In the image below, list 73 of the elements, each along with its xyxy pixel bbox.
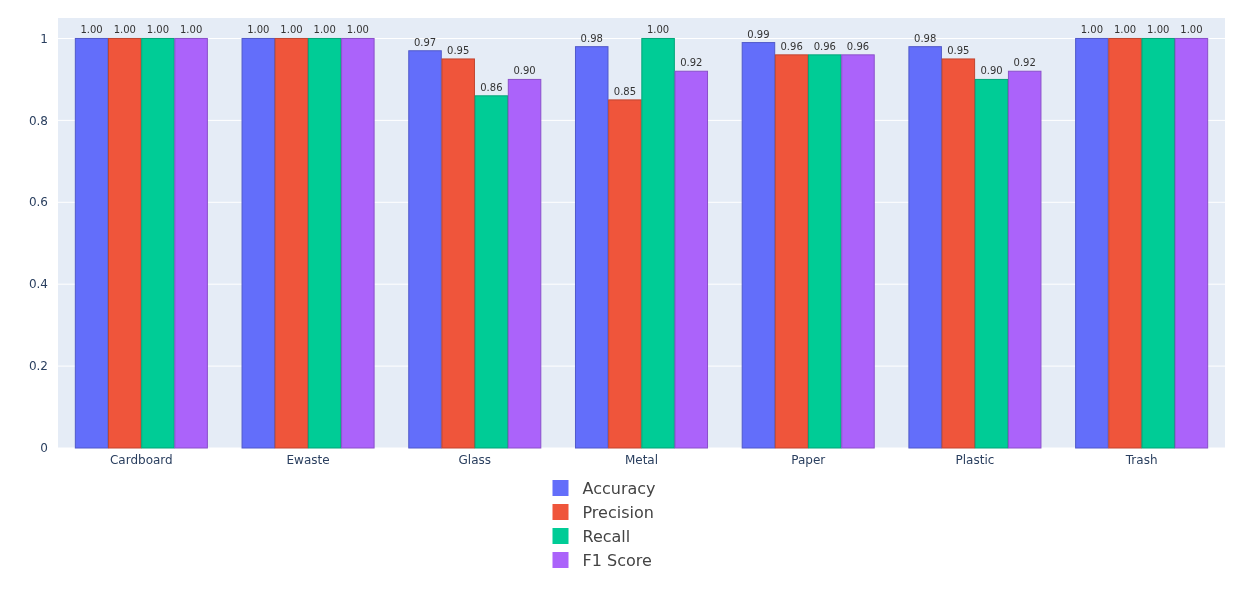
data-label: 1.00	[1147, 24, 1170, 36]
x-tick-label: Glass	[458, 453, 492, 467]
bar	[1108, 37, 1142, 449]
x-tick-label: Metal	[624, 453, 659, 467]
data-label: 1.00	[1080, 24, 1104, 36]
data-label: 0.92	[680, 57, 703, 69]
bar	[108, 37, 142, 449]
x-tick-label: Ewaste	[286, 453, 330, 467]
data-label: 0.98	[580, 32, 603, 44]
bar	[1174, 37, 1209, 449]
data-label: 0.90	[513, 65, 536, 77]
data-label: 1.00	[646, 24, 670, 36]
bar	[74, 37, 109, 449]
bar	[507, 78, 542, 449]
data-label: 1.00	[313, 24, 336, 36]
data-label: 0.95	[447, 44, 470, 56]
data-label: 0.85	[613, 85, 637, 97]
data-label: 0.90	[980, 65, 1003, 77]
bar	[174, 37, 208, 449]
bar	[741, 42, 776, 449]
data-label: 1.00	[113, 24, 136, 36]
legend-label: F1 Score	[582, 550, 652, 570]
bar	[408, 50, 442, 449]
bar	[808, 54, 842, 449]
bar	[274, 37, 309, 449]
bar	[1075, 37, 1109, 449]
data-label: 0.95	[947, 44, 970, 56]
bar	[574, 46, 609, 449]
data-label: 1.00	[1180, 24, 1203, 36]
bar	[974, 78, 1009, 449]
data-label: 0.99	[747, 28, 770, 40]
legend-label: Precision	[582, 502, 654, 522]
bar	[641, 37, 675, 449]
data-label: 0.96	[813, 40, 836, 52]
bar	[141, 37, 175, 449]
data-label: 0.96	[846, 40, 870, 52]
bar	[674, 70, 709, 449]
bar	[241, 37, 276, 449]
bar	[474, 95, 509, 449]
data-label: 1.00	[1113, 24, 1137, 36]
data-label: 1.00	[346, 24, 369, 36]
bar	[1141, 37, 1175, 449]
y-tick-label: 1	[40, 31, 48, 46]
bar	[908, 46, 942, 449]
y-tick-label: 0.4	[28, 277, 48, 292]
bar	[608, 99, 642, 449]
data-label: 0.98	[914, 32, 937, 44]
y-tick-label: 0.8	[28, 113, 48, 128]
bar	[841, 54, 875, 449]
data-label: 0.96	[780, 40, 803, 52]
data-label: 1.00	[280, 24, 303, 36]
x-tick-label: Plastic	[955, 453, 995, 467]
y-tick-label: 0.2	[28, 359, 48, 374]
data-label: 1.00	[146, 24, 170, 36]
data-label: 1.00	[179, 24, 203, 36]
data-label: 0.86	[480, 81, 503, 93]
bar	[441, 58, 475, 449]
x-tick-label: Cardboard	[109, 453, 173, 467]
bar	[1007, 70, 1042, 449]
legend-label: Recall	[582, 526, 631, 546]
data-label: 0.92	[1013, 57, 1036, 69]
legend-label: Accuracy	[582, 478, 656, 498]
bar	[307, 37, 342, 449]
bar	[341, 37, 375, 449]
bar	[774, 54, 809, 449]
data-label: 0.97	[413, 36, 437, 48]
data-label: 1.00	[247, 24, 270, 36]
data-label: 1.00	[80, 24, 103, 36]
x-tick-label: Trash	[1124, 453, 1158, 467]
x-tick-label: Paper	[791, 453, 826, 467]
y-tick-label: 0.6	[28, 195, 48, 210]
bar	[941, 58, 976, 449]
y-tick-label: 0	[40, 441, 48, 456]
